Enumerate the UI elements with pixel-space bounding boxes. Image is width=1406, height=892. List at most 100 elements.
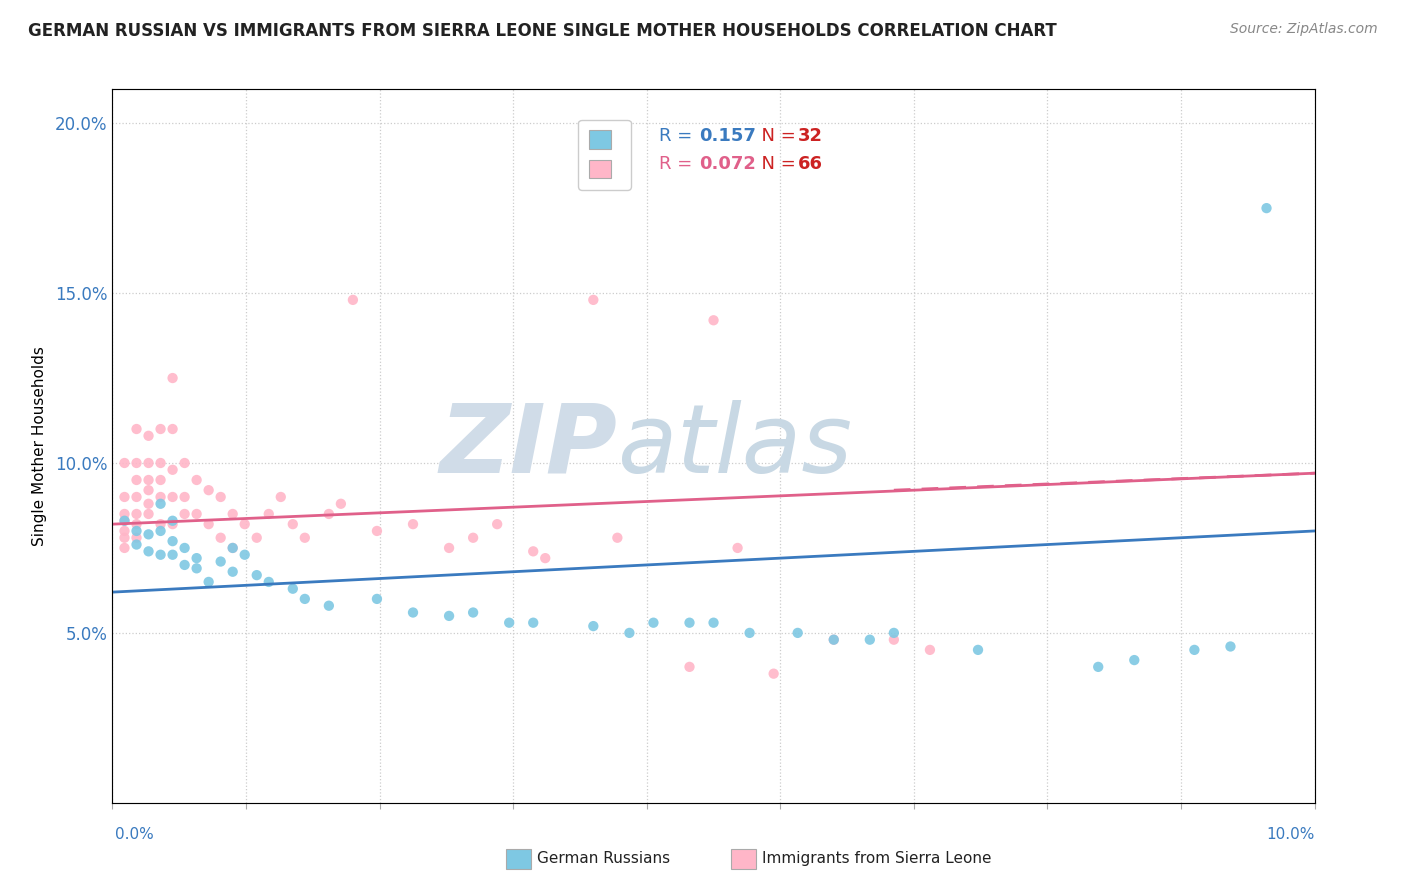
Text: ZIP: ZIP	[440, 400, 617, 492]
Point	[702, 615, 725, 630]
Point	[114, 490, 136, 504]
Point	[125, 524, 148, 538]
Point	[138, 483, 160, 498]
Point	[114, 514, 136, 528]
Text: German Russians: German Russians	[537, 851, 671, 865]
Text: 10.0%: 10.0%	[1267, 827, 1315, 841]
Point	[534, 551, 557, 566]
Point	[246, 531, 269, 545]
Text: N =: N =	[749, 155, 801, 173]
Point	[823, 632, 845, 647]
Text: 0.157: 0.157	[699, 127, 756, 145]
Point	[294, 591, 316, 606]
Point	[1184, 643, 1206, 657]
Point	[149, 524, 172, 538]
Point	[738, 626, 761, 640]
Point	[149, 517, 172, 532]
Point	[402, 517, 425, 532]
Point	[1256, 201, 1278, 215]
Point	[149, 456, 172, 470]
Point	[1087, 660, 1109, 674]
Point	[522, 544, 544, 558]
Point	[209, 555, 232, 569]
Point	[197, 517, 219, 532]
Point	[329, 497, 352, 511]
Point	[786, 626, 808, 640]
Point	[294, 531, 316, 545]
Point	[1219, 640, 1241, 654]
Point	[222, 541, 245, 555]
Text: Source: ZipAtlas.com: Source: ZipAtlas.com	[1230, 22, 1378, 37]
Point	[197, 574, 219, 589]
Point	[461, 606, 484, 620]
Text: 66: 66	[797, 155, 823, 173]
Point	[281, 582, 304, 596]
Point	[149, 490, 172, 504]
Point	[149, 548, 172, 562]
Point	[125, 473, 148, 487]
Point	[138, 527, 160, 541]
Point	[138, 429, 160, 443]
Point	[149, 497, 172, 511]
Point	[498, 615, 520, 630]
Point	[186, 473, 208, 487]
Point	[883, 626, 905, 640]
Point	[342, 293, 364, 307]
Point	[114, 524, 136, 538]
Point	[318, 507, 340, 521]
Point	[461, 531, 484, 545]
Point	[233, 517, 256, 532]
Text: N =: N =	[749, 127, 801, 145]
Point	[678, 615, 700, 630]
Point	[678, 660, 700, 674]
Point	[582, 619, 605, 633]
Y-axis label: Single Mother Households: Single Mother Households	[32, 346, 46, 546]
Point	[762, 666, 785, 681]
Point	[125, 422, 148, 436]
Point	[186, 507, 208, 521]
Point	[162, 517, 184, 532]
Point	[114, 531, 136, 545]
Point	[125, 517, 148, 532]
Point	[197, 483, 219, 498]
Text: R =: R =	[659, 127, 699, 145]
Point	[233, 548, 256, 562]
Text: atlas: atlas	[617, 400, 852, 492]
Point	[522, 615, 544, 630]
Point	[125, 507, 148, 521]
Point	[162, 534, 184, 549]
Point	[138, 507, 160, 521]
Point	[125, 531, 148, 545]
Point	[138, 497, 160, 511]
Text: 32: 32	[797, 127, 823, 145]
Point	[138, 456, 160, 470]
Point	[281, 517, 304, 532]
Point	[270, 490, 292, 504]
Point	[402, 606, 425, 620]
Point	[149, 422, 172, 436]
Point	[173, 456, 195, 470]
Point	[209, 531, 232, 545]
Point	[138, 544, 160, 558]
Point	[162, 463, 184, 477]
Point	[149, 473, 172, 487]
Text: 0.072: 0.072	[699, 155, 756, 173]
Point	[162, 490, 184, 504]
Point	[162, 422, 184, 436]
Point	[173, 490, 195, 504]
Point	[257, 574, 280, 589]
Point	[186, 561, 208, 575]
Point	[125, 490, 148, 504]
Point	[823, 632, 845, 647]
Point	[582, 293, 605, 307]
Text: 0.0%: 0.0%	[115, 827, 155, 841]
Point	[173, 507, 195, 521]
Text: R =: R =	[659, 155, 699, 173]
Text: GERMAN RUSSIAN VS IMMIGRANTS FROM SIERRA LEONE SINGLE MOTHER HOUSEHOLDS CORRELAT: GERMAN RUSSIAN VS IMMIGRANTS FROM SIERRA…	[28, 22, 1057, 40]
Point	[125, 456, 148, 470]
Point	[437, 608, 460, 623]
Point	[702, 313, 725, 327]
Point	[437, 541, 460, 555]
Point	[859, 632, 882, 647]
Text: Immigrants from Sierra Leone: Immigrants from Sierra Leone	[762, 851, 991, 865]
